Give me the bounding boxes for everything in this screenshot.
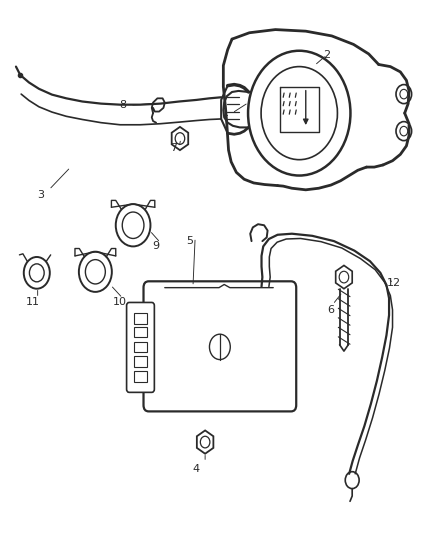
Text: 2: 2 <box>323 50 330 60</box>
Circle shape <box>396 122 412 141</box>
Circle shape <box>175 133 185 144</box>
Bar <box>134 327 147 337</box>
Circle shape <box>24 257 50 289</box>
Bar <box>134 342 147 352</box>
Text: 4: 4 <box>193 464 200 473</box>
Polygon shape <box>172 127 188 150</box>
Circle shape <box>345 472 359 489</box>
Text: 12: 12 <box>386 278 400 288</box>
Circle shape <box>29 264 44 282</box>
Circle shape <box>400 126 408 136</box>
Circle shape <box>200 436 210 448</box>
Circle shape <box>85 260 105 284</box>
Text: 3: 3 <box>38 190 45 200</box>
Text: 8: 8 <box>119 100 126 110</box>
FancyBboxPatch shape <box>144 281 296 411</box>
Text: 5: 5 <box>186 236 193 246</box>
Circle shape <box>248 51 350 175</box>
Circle shape <box>396 85 412 103</box>
Text: 1: 1 <box>222 108 229 118</box>
Bar <box>134 313 147 324</box>
Text: 9: 9 <box>152 241 160 252</box>
Circle shape <box>122 212 144 238</box>
FancyBboxPatch shape <box>127 302 154 392</box>
Bar <box>134 357 147 367</box>
Circle shape <box>400 90 408 99</box>
Circle shape <box>261 67 337 160</box>
Text: 7: 7 <box>170 142 177 152</box>
Circle shape <box>209 334 230 360</box>
Text: 6: 6 <box>328 305 335 315</box>
Bar <box>134 371 147 382</box>
Circle shape <box>116 204 151 246</box>
Circle shape <box>79 252 112 292</box>
Text: 10: 10 <box>113 297 127 308</box>
Circle shape <box>339 271 349 283</box>
Polygon shape <box>336 265 352 289</box>
Polygon shape <box>197 431 213 454</box>
Text: 11: 11 <box>26 297 40 308</box>
